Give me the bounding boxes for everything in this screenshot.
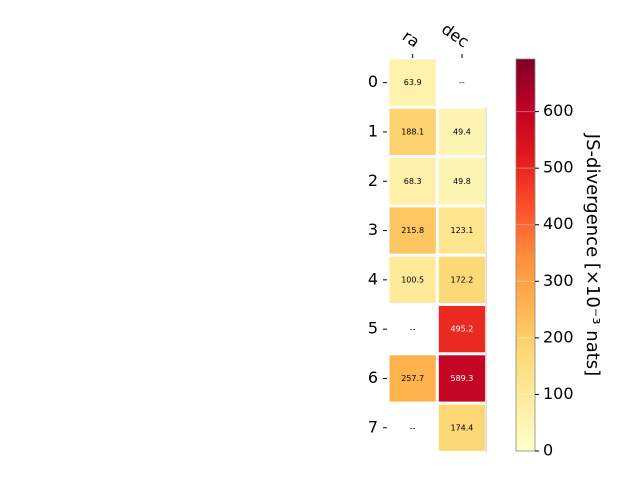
row-tick-label: 0 xyxy=(368,72,378,91)
heatmap-cell xyxy=(438,306,486,353)
cell-value-label: 49.8 xyxy=(453,177,471,186)
row-tick-labels: 0 1 2 3 4 5 6 7 xyxy=(368,72,387,436)
row-tick-label: 7 xyxy=(368,417,378,436)
heatmap-cell xyxy=(389,207,436,254)
colorbar-tick-label: 600 xyxy=(543,101,574,120)
row-tick-label: 5 xyxy=(368,319,378,338)
cell-value-label: -- xyxy=(459,78,465,87)
cell-value-label: 174.4 xyxy=(450,423,473,432)
column-tick-labels: ra dec xyxy=(399,19,473,58)
colorbar-tick-label: 0 xyxy=(543,441,553,460)
column-tick-label: ra xyxy=(399,26,423,51)
heatmap-cell xyxy=(438,207,486,254)
colorbar-label: JS-divergence [×10⁻³ nats] xyxy=(582,133,603,376)
cell-value-label: 123.1 xyxy=(450,226,473,235)
cell-value-label: 49.4 xyxy=(453,127,471,136)
colorbar-tick-label: 500 xyxy=(543,158,574,177)
cell-value-label: 100.5 xyxy=(401,275,424,284)
cell-value-label: 495.2 xyxy=(450,325,473,334)
row-tick-label: 2 xyxy=(368,171,378,190)
row-tick-label: 6 xyxy=(368,368,378,387)
heatmap-cell xyxy=(389,355,436,402)
cell-value-label: 215.8 xyxy=(401,226,424,235)
cell-value-label: 589.3 xyxy=(450,374,473,383)
row-tick-label: 4 xyxy=(368,269,378,288)
row-tick-label: 1 xyxy=(368,121,378,140)
cell-value-label: 257.7 xyxy=(401,374,424,383)
column-tick-label: dec xyxy=(438,19,472,51)
heatmap-grid: 63.9 -- 188.1 49.4 68.3 49.8 215.8 123.1 100.5 17… xyxy=(389,59,487,453)
heatmap-cell xyxy=(438,108,486,156)
colorbar-tick-label: 100 xyxy=(543,384,574,403)
colorbar-tick-label: 200 xyxy=(543,327,574,346)
heatmap-cell xyxy=(438,158,486,205)
cell-value-label: 188.1 xyxy=(401,127,424,136)
cell-value-label: 172.2 xyxy=(450,275,473,284)
heatmap-cell xyxy=(389,108,436,156)
heatmap-cell xyxy=(389,59,436,106)
colorbar-ticks: 0 100 200 300 400 500 600 xyxy=(535,101,574,460)
cell-value-label: 68.3 xyxy=(404,177,422,186)
row-tick-label: 3 xyxy=(368,220,378,239)
colorbar-tick-label: 400 xyxy=(543,214,574,233)
colorbar-tick-label: 300 xyxy=(543,271,574,290)
colorbar-outline xyxy=(515,58,536,452)
heatmap-cell xyxy=(438,355,486,402)
heatmap-cell xyxy=(438,404,486,451)
colorbar: 0 100 200 300 400 500 600 JS-divergence [×10⁻³… xyxy=(515,58,603,460)
cell-value-label: -- xyxy=(410,325,416,334)
cell-value-label: -- xyxy=(410,423,416,432)
heatmap-cell xyxy=(438,256,486,303)
heatmap-cell xyxy=(389,158,436,205)
colorbar-gradient-bar xyxy=(516,59,535,451)
cell-value-label: 63.9 xyxy=(404,78,422,87)
heatmap-cell xyxy=(389,256,436,303)
